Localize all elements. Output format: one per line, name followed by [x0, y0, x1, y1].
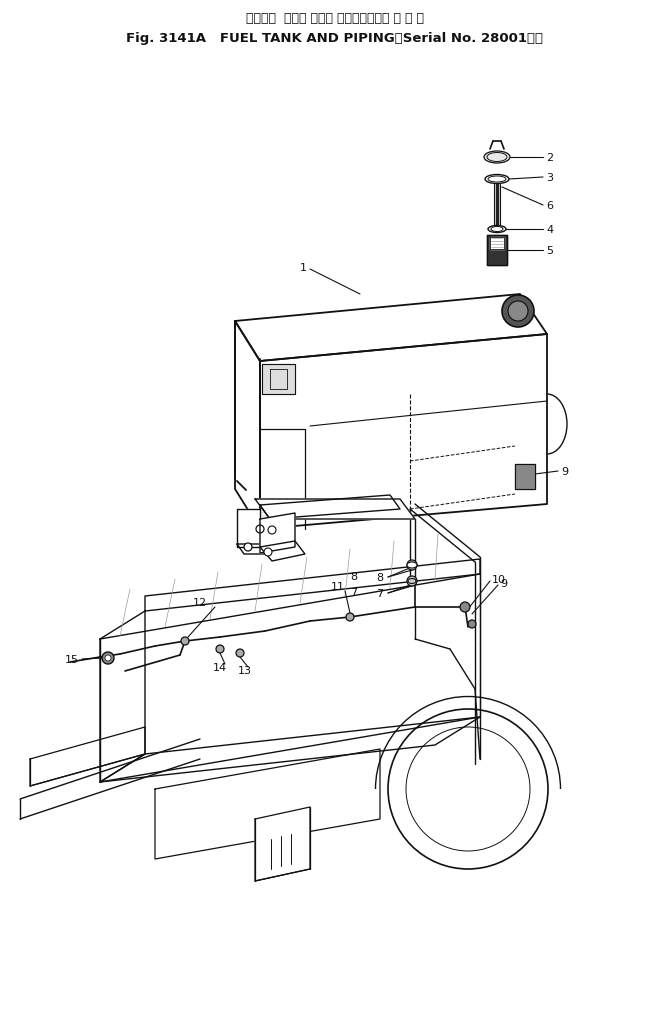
- Text: 12: 12: [193, 598, 207, 608]
- Circle shape: [460, 603, 470, 613]
- Polygon shape: [100, 717, 480, 783]
- Polygon shape: [235, 321, 260, 530]
- Polygon shape: [487, 236, 507, 266]
- Polygon shape: [260, 495, 400, 520]
- Circle shape: [102, 652, 114, 664]
- Text: 14: 14: [213, 662, 227, 672]
- Text: 5: 5: [546, 246, 553, 256]
- Polygon shape: [515, 464, 535, 489]
- Polygon shape: [145, 559, 480, 612]
- Text: フュエル  タンク および パイピング（適 用 号 機: フュエル タンク および パイピング（適 用 号 機: [246, 11, 424, 24]
- Text: 6: 6: [546, 201, 553, 210]
- Ellipse shape: [484, 152, 510, 164]
- Text: 9: 9: [561, 466, 568, 476]
- Text: 8: 8: [376, 572, 383, 582]
- Circle shape: [105, 655, 111, 661]
- Text: 15: 15: [65, 654, 79, 664]
- Polygon shape: [155, 749, 380, 859]
- Text: 7: 7: [376, 588, 383, 599]
- Ellipse shape: [485, 175, 509, 184]
- Polygon shape: [30, 727, 145, 787]
- Polygon shape: [490, 238, 504, 250]
- Circle shape: [256, 526, 264, 534]
- Polygon shape: [100, 612, 145, 783]
- Polygon shape: [235, 295, 547, 362]
- Circle shape: [508, 301, 528, 321]
- Circle shape: [346, 614, 354, 622]
- Ellipse shape: [408, 579, 416, 584]
- Text: 10: 10: [492, 574, 506, 584]
- Ellipse shape: [407, 562, 417, 568]
- Text: 9: 9: [500, 578, 507, 588]
- Text: 7: 7: [350, 587, 357, 598]
- Text: 1: 1: [300, 263, 307, 273]
- Text: Fig. 3141A   FUEL TANK AND PIPING（Serial No. 28001～）: Fig. 3141A FUEL TANK AND PIPING（Serial N…: [127, 31, 543, 44]
- Polygon shape: [255, 499, 415, 520]
- Circle shape: [236, 649, 244, 657]
- Ellipse shape: [488, 226, 506, 234]
- Polygon shape: [260, 335, 547, 530]
- Polygon shape: [237, 510, 260, 548]
- Circle shape: [407, 576, 417, 586]
- Polygon shape: [262, 365, 295, 394]
- Circle shape: [264, 548, 272, 556]
- Circle shape: [216, 645, 224, 653]
- Text: 13: 13: [238, 665, 252, 675]
- Circle shape: [468, 621, 476, 629]
- Circle shape: [268, 527, 276, 535]
- Polygon shape: [260, 542, 305, 561]
- Text: 3: 3: [546, 173, 553, 183]
- Circle shape: [407, 560, 417, 570]
- Polygon shape: [237, 545, 268, 554]
- Circle shape: [244, 544, 252, 551]
- Circle shape: [502, 295, 534, 328]
- Polygon shape: [255, 807, 310, 882]
- Text: 11: 11: [331, 581, 345, 591]
- Circle shape: [181, 637, 189, 645]
- Text: 4: 4: [546, 224, 553, 235]
- Text: 8: 8: [350, 571, 357, 581]
- Text: 2: 2: [546, 153, 553, 163]
- Polygon shape: [260, 514, 295, 553]
